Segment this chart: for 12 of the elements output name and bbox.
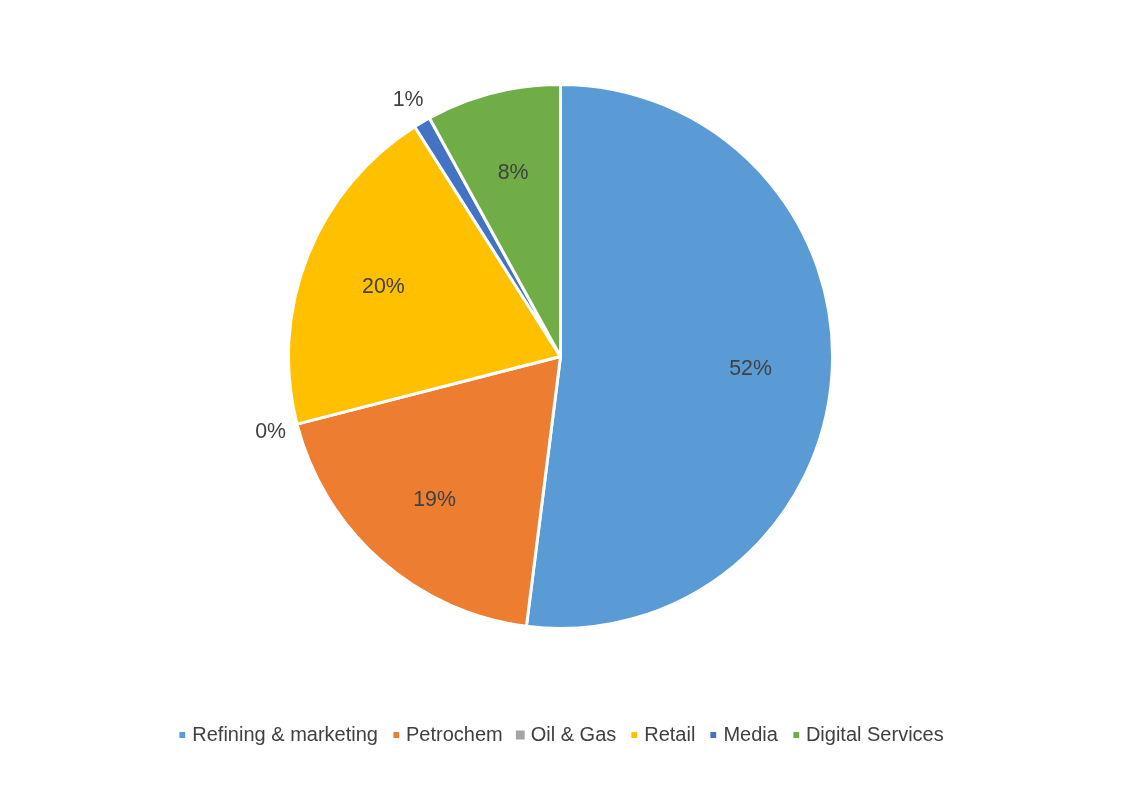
- data-label: 1%: [392, 86, 424, 111]
- legend-label: Oil & Gas: [530, 723, 617, 746]
- legend-label: Digital Services: [805, 723, 944, 746]
- legend-label: Retail: [644, 723, 696, 746]
- legend-label: Petrochem: [405, 723, 503, 746]
- text: 0%: [255, 418, 287, 443]
- data-label: 52%: [729, 356, 772, 381]
- legend-label: Refining & marketing: [192, 723, 378, 746]
- data-label: 8%: [497, 160, 529, 185]
- data-label: 19%: [413, 487, 456, 512]
- legend-label: Media: [723, 723, 778, 746]
- data-label: 20%: [362, 274, 405, 299]
